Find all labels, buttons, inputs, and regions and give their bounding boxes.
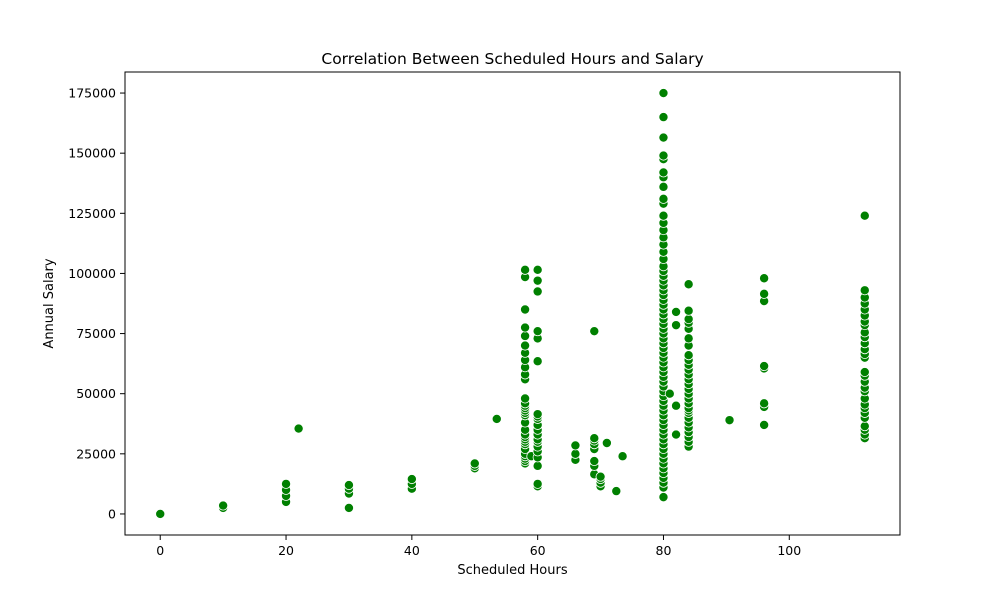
data-point <box>683 350 694 361</box>
data-point <box>293 423 304 434</box>
data-point <box>683 279 694 290</box>
data-point <box>595 471 606 482</box>
data-point <box>155 508 166 519</box>
x-tick-label: 100 <box>777 543 801 558</box>
data-point <box>759 273 770 284</box>
data-point <box>683 314 694 325</box>
data-point <box>859 367 870 378</box>
y-tick-label: 150000 <box>68 146 116 161</box>
data-point <box>520 304 531 315</box>
data-point <box>724 415 735 426</box>
data-point <box>532 478 543 489</box>
data-point <box>491 413 502 424</box>
data-point <box>671 429 682 440</box>
data-point <box>570 448 581 459</box>
data-point <box>218 500 229 511</box>
y-tick-label: 75000 <box>76 326 116 341</box>
y-axis-label: Annual Salary <box>42 258 57 348</box>
data-point <box>520 322 531 333</box>
y-tick-label: 175000 <box>68 86 116 101</box>
data-point <box>658 210 669 221</box>
data-point <box>589 433 600 444</box>
chart-title: Correlation Between Scheduled Hours and … <box>321 50 703 68</box>
data-point <box>281 478 292 489</box>
data-point <box>671 306 682 317</box>
data-point <box>658 112 669 123</box>
data-point <box>601 437 612 448</box>
data-point <box>671 400 682 411</box>
y-axis: 0 25000 50000 75000 100000 125000 150000 175000 <box>68 86 125 521</box>
y-tick-label: 50000 <box>76 386 116 401</box>
data-point <box>520 393 531 404</box>
data-point <box>611 486 622 497</box>
data-point <box>683 305 694 316</box>
data-point <box>759 419 770 430</box>
points-layer <box>155 88 870 519</box>
data-point <box>532 356 543 367</box>
data-point <box>683 333 694 344</box>
y-tick-label: 125000 <box>68 206 116 221</box>
data-point <box>520 264 531 275</box>
x-tick-label: 0 <box>156 543 164 558</box>
data-point <box>532 275 543 286</box>
data-point <box>759 361 770 372</box>
data-point <box>658 167 669 178</box>
x-tick-label: 40 <box>404 543 420 558</box>
data-point <box>570 440 581 451</box>
data-point <box>759 288 770 299</box>
x-axis-label: Scheduled Hours <box>457 563 567 578</box>
data-point <box>469 458 480 469</box>
data-point <box>658 193 669 204</box>
x-axis: 0 20 40 60 80 100 <box>156 535 801 558</box>
data-point <box>406 474 417 485</box>
data-point <box>658 181 669 192</box>
data-point <box>859 210 870 221</box>
data-point <box>532 460 543 471</box>
x-tick-label: 80 <box>656 543 672 558</box>
data-point <box>589 326 600 337</box>
data-point <box>859 285 870 296</box>
data-point <box>658 492 669 503</box>
y-tick-label: 100000 <box>68 266 116 281</box>
data-point <box>859 421 870 432</box>
y-tick-label: 25000 <box>76 446 116 461</box>
x-tick-label: 20 <box>278 543 294 558</box>
data-point <box>589 456 600 467</box>
data-point <box>532 409 543 420</box>
data-point <box>759 398 770 409</box>
data-point <box>520 330 531 341</box>
data-point <box>520 340 531 351</box>
y-tick-label: 0 <box>108 506 116 521</box>
data-point <box>532 286 543 297</box>
data-point <box>671 320 682 331</box>
plot-frame <box>124 71 901 536</box>
data-point <box>532 264 543 275</box>
data-point <box>532 326 543 337</box>
data-point <box>343 502 354 513</box>
data-point <box>658 88 669 99</box>
data-point <box>664 388 675 399</box>
data-point <box>658 150 669 161</box>
data-point <box>658 132 669 143</box>
x-tick-label: 60 <box>530 543 546 558</box>
data-point <box>617 451 628 462</box>
data-point <box>343 480 354 491</box>
